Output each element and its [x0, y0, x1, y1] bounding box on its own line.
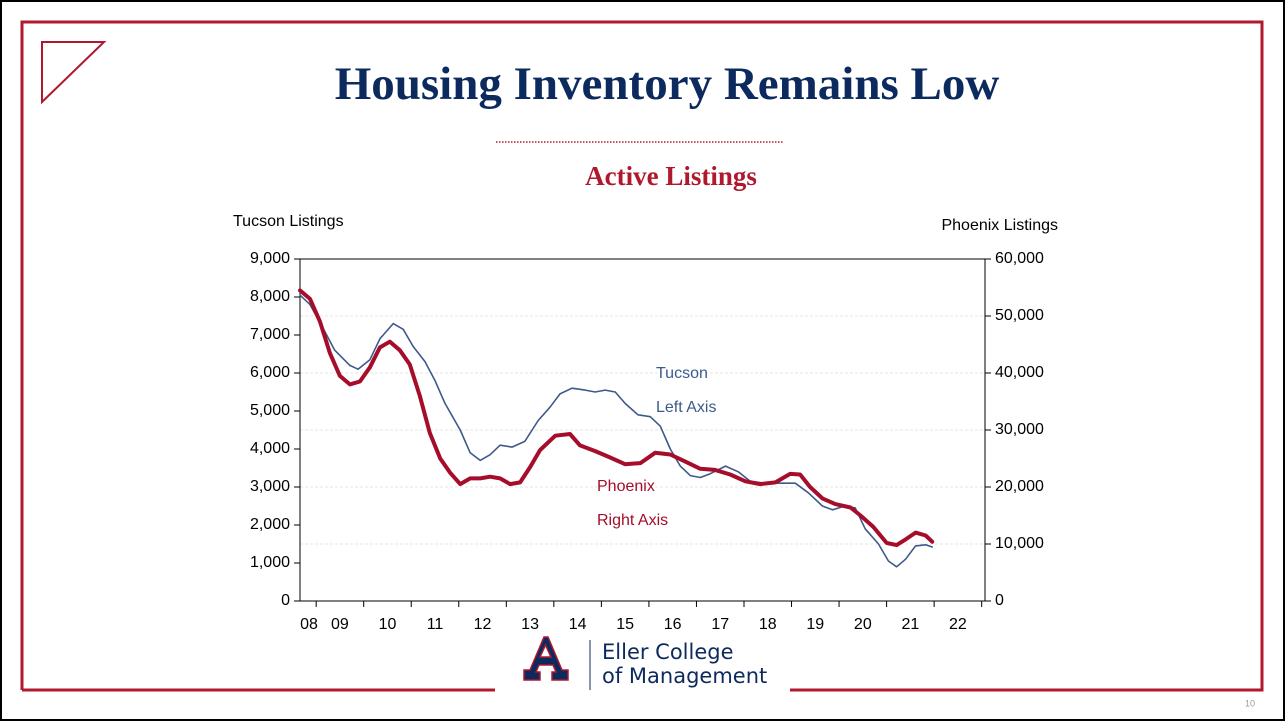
y-tick-label: 4,000 [250, 440, 290, 457]
y2-tick-label: 40,000 [995, 364, 1044, 381]
y-tick-label: 5,000 [250, 402, 290, 419]
annotation: Phoenix [597, 478, 655, 495]
x-tick-label: 17 [711, 616, 729, 633]
y-tick-label: 0 [281, 592, 290, 609]
x-tick-label: 14 [569, 616, 587, 633]
y-axis-label: Tucson Listings [233, 213, 344, 230]
y2-tick-label: 60,000 [995, 250, 1044, 267]
chart-subtitle: Active Listings [585, 161, 757, 191]
x-tick-label: 20 [854, 616, 872, 633]
y-tick-label: 3,000 [250, 478, 290, 495]
y2-axis-label: Phoenix Listings [941, 217, 1058, 234]
y-tick-label: 7,000 [250, 326, 290, 343]
x-tick-label: 15 [616, 616, 634, 633]
x-tick-label: 19 [806, 616, 824, 633]
annotation: Tucson [656, 365, 708, 382]
logo: Eller College of Management [523, 636, 767, 690]
y-tick-label: 1,000 [250, 554, 290, 571]
series-line [298, 288, 935, 548]
logo-line: of Management [602, 664, 767, 688]
x-tick-label: 12 [474, 616, 492, 633]
slide-title: Housing Inventory Remains Low [335, 58, 1000, 110]
page-number: 10 [1245, 698, 1255, 708]
x-tick-label: 09 [331, 616, 349, 633]
y-tick-label: 8,000 [250, 288, 290, 305]
x-tick-label: 10 [379, 616, 397, 633]
y2-tick-label: 30,000 [995, 421, 1044, 438]
x-tick-label: 18 [759, 616, 777, 633]
x-tick-label: 21 [901, 616, 919, 633]
y-tick-label: 2,000 [250, 516, 290, 533]
annotation: Right Axis [597, 512, 668, 529]
corner-triangle [41, 41, 107, 105]
y2-tick-label: 20,000 [995, 478, 1044, 495]
x-tick-label: 16 [664, 616, 682, 633]
annotation: Left Axis [656, 399, 716, 416]
y2-tick-label: 0 [995, 592, 1004, 609]
x-tick-label: 13 [521, 616, 539, 633]
y-tick-label: 9,000 [250, 250, 290, 267]
y-tick-label: 6,000 [250, 364, 290, 381]
x-tick-label: 11 [427, 616, 444, 633]
logo-line: Eller College [602, 640, 734, 664]
y2-tick-label: 50,000 [995, 307, 1044, 324]
y2-tick-label: 10,000 [995, 535, 1044, 552]
x-tick-label: 08 [300, 616, 318, 633]
logo-mark [523, 636, 569, 681]
x-tick-label: 22 [949, 616, 967, 633]
red-frame [20, 20, 1264, 692]
